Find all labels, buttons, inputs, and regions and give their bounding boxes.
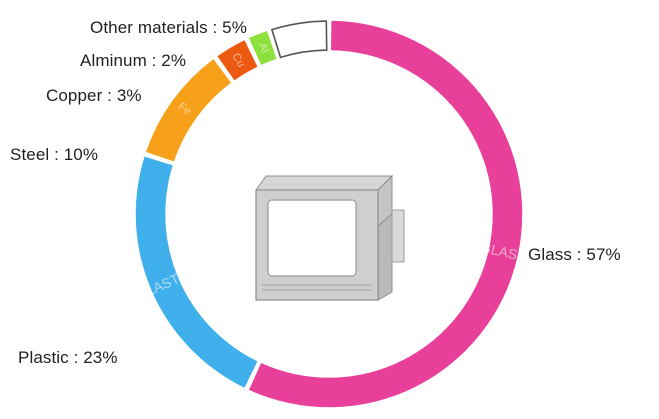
label-plastic: Plastic : 23%: [18, 348, 118, 367]
segment-copper: [217, 40, 258, 81]
label-glass: Glass : 57%: [528, 245, 621, 264]
segment-glass: [248, 20, 523, 408]
segment-other-materials: [270, 20, 328, 59]
label-other-materials: Other materials : 5%: [90, 18, 247, 37]
segment-steel: [145, 59, 232, 162]
label-copper: Copper : 3%: [46, 86, 142, 105]
segment-plastic: [135, 156, 258, 388]
crt-television-icon: [255, 174, 405, 301]
segment-text-alminum: Al: [256, 41, 271, 55]
label-alminum: Alminum : 2%: [80, 51, 187, 70]
segment-alminum: [248, 30, 277, 65]
label-steel: Steel : 10%: [10, 145, 99, 164]
